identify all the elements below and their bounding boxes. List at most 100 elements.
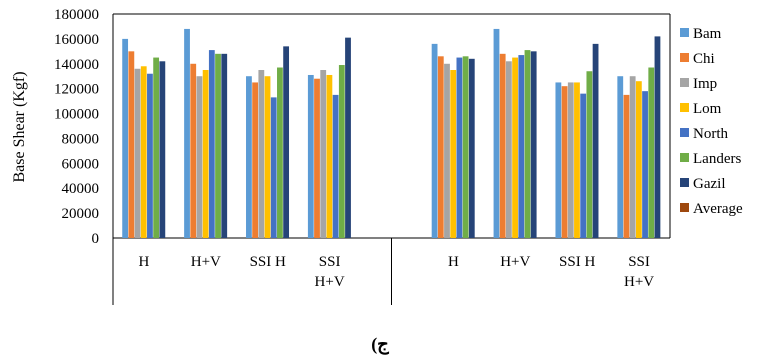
bar-chi	[561, 86, 568, 239]
bar-bam	[493, 28, 500, 239]
bar-chi	[314, 78, 320, 239]
bar-lom	[574, 82, 580, 238]
bar-bam	[617, 76, 624, 238]
legend-item-gazil: Gazil	[680, 176, 725, 192]
bar-imp	[320, 70, 327, 238]
bar-gazil	[159, 61, 166, 238]
category-labels: H H+V SSI H SSI H+V H H+V SSI H SSI H+V	[139, 254, 655, 290]
bar-north	[580, 93, 587, 238]
y-axis-ticks: 0 20000 40000 60000 80000 100000 120000 140000 1…	[54, 7, 99, 247]
y-tick-label: 80000	[62, 131, 100, 147]
x-category-label: H	[139, 254, 150, 270]
x-category-label: SSI H+V	[315, 254, 345, 290]
bar-lom	[326, 74, 333, 238]
bar-north	[456, 57, 463, 239]
bar-imp	[196, 76, 203, 238]
bar-imp	[629, 76, 636, 238]
legend-item-chi: Chi	[680, 51, 715, 67]
bar-chi	[437, 56, 444, 239]
bar-chi	[623, 94, 630, 238]
figure-caption: ج)	[371, 334, 389, 355]
bar-lom	[202, 70, 209, 238]
y-tick-label: 0	[92, 231, 100, 247]
legend-swatch	[680, 103, 689, 112]
legend-swatch	[680, 153, 689, 162]
bar-lom	[264, 76, 271, 238]
x-category-label: SSI H	[559, 254, 595, 270]
legend-label: Imp	[693, 76, 717, 92]
x-category-label: SSI H	[250, 254, 286, 270]
y-tick-label: 160000	[54, 32, 99, 48]
x-category-label: H	[448, 254, 459, 270]
legend-label: Lom	[693, 101, 722, 117]
bar-bam	[555, 82, 562, 238]
bar-gazil	[468, 58, 475, 238]
legend-label: Landers	[693, 151, 741, 167]
bar-landers	[648, 67, 655, 238]
legend-label: Average	[693, 201, 743, 217]
bar-lom	[635, 81, 642, 238]
legend-swatch	[680, 178, 689, 187]
bar-lom	[512, 57, 518, 239]
bar-landers	[462, 56, 469, 239]
bar-gazil	[530, 51, 537, 238]
bar-chi	[499, 53, 506, 238]
y-tick-label: 60000	[62, 156, 100, 172]
bar-gazil	[221, 53, 228, 238]
y-tick-label: 40000	[62, 181, 100, 197]
y-axis-label: Base Shear (Kgf)	[11, 71, 28, 182]
bar-bam	[307, 74, 314, 238]
bar-bam	[184, 28, 190, 239]
legend-item-landers: Landers	[680, 151, 741, 167]
bar-bam	[431, 43, 438, 239]
bar-gazil	[283, 46, 290, 238]
legend-swatch	[680, 53, 689, 62]
bar-landers	[277, 67, 283, 238]
bar-series-group	[122, 28, 661, 239]
y-tick-label: 180000	[54, 7, 99, 23]
bar-chi	[252, 82, 259, 238]
bar-gazil	[345, 37, 351, 238]
y-tick-label: 140000	[54, 57, 99, 73]
y-tick-label: 20000	[62, 206, 100, 222]
bar-imp	[505, 61, 512, 238]
legend-label: Gazil	[693, 176, 725, 192]
bar-imp	[258, 70, 265, 238]
y-tick-label: 120000	[54, 82, 99, 98]
bar-gazil	[654, 36, 661, 239]
bar-gazil	[592, 43, 599, 239]
bar-chi	[190, 63, 197, 238]
legend-item-bam: Bam	[680, 26, 722, 42]
bar-bam	[246, 76, 252, 238]
bar-landers	[153, 57, 160, 239]
bar-imp	[567, 82, 574, 238]
legend-swatch	[680, 78, 689, 87]
legend-item-north: North	[680, 126, 728, 142]
x-category-label: H+V	[500, 254, 530, 270]
x-category-label: SSI H+V	[624, 254, 654, 290]
bar-landers	[338, 65, 345, 239]
bar-landers	[215, 53, 221, 238]
legend-swatch	[680, 128, 689, 137]
legend-swatch	[680, 28, 689, 37]
bar-north	[270, 97, 277, 238]
legend-swatch	[680, 203, 689, 212]
legend-item-imp: Imp	[680, 76, 717, 92]
legend-item-lom: Lom	[680, 101, 722, 117]
x-category-label: H+V	[191, 254, 221, 270]
legend-item-average: Average	[680, 201, 743, 217]
legend: Bam Chi Imp Lom North Landers Gazil Average	[680, 26, 743, 217]
bar-imp	[134, 68, 141, 238]
legend-label: Bam	[693, 26, 722, 42]
bar-north	[147, 73, 153, 238]
bar-north	[518, 55, 525, 238]
y-tick-label: 100000	[54, 107, 99, 123]
bar-chi	[128, 51, 135, 238]
legend-label: Chi	[693, 51, 715, 67]
bar-landers	[524, 50, 531, 239]
bar-lom	[140, 66, 147, 239]
bar-north	[332, 94, 339, 238]
bar-landers	[586, 71, 593, 239]
bar-imp	[444, 63, 450, 238]
